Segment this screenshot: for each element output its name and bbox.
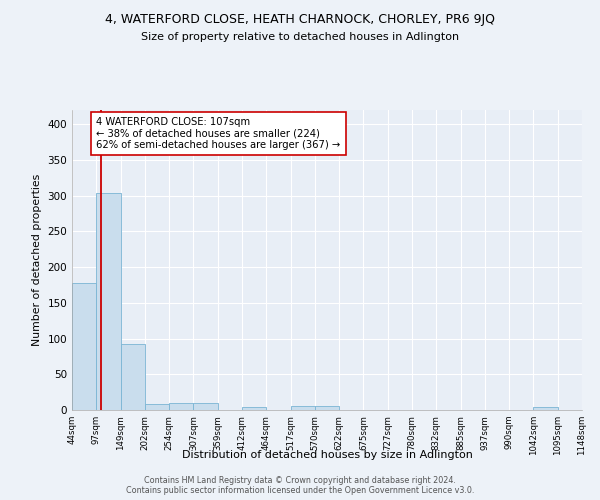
Bar bbox=[121, 344, 145, 410]
Bar bbox=[290, 406, 315, 410]
Bar bbox=[242, 407, 266, 410]
Bar bbox=[145, 404, 169, 410]
Bar bbox=[315, 406, 339, 410]
Text: Distribution of detached houses by size in Adlington: Distribution of detached houses by size … bbox=[182, 450, 472, 460]
Y-axis label: Number of detached properties: Number of detached properties bbox=[32, 174, 42, 346]
Bar bbox=[193, 403, 218, 410]
Bar bbox=[169, 403, 193, 410]
Bar bbox=[533, 407, 557, 410]
Bar bbox=[97, 193, 121, 410]
Bar bbox=[72, 283, 97, 410]
Text: 4, WATERFORD CLOSE, HEATH CHARNOCK, CHORLEY, PR6 9JQ: 4, WATERFORD CLOSE, HEATH CHARNOCK, CHOR… bbox=[105, 12, 495, 26]
Text: 4 WATERFORD CLOSE: 107sqm
← 38% of detached houses are smaller (224)
62% of semi: 4 WATERFORD CLOSE: 107sqm ← 38% of detac… bbox=[97, 117, 341, 150]
Text: Size of property relative to detached houses in Adlington: Size of property relative to detached ho… bbox=[141, 32, 459, 42]
Text: Contains HM Land Registry data © Crown copyright and database right 2024.
Contai: Contains HM Land Registry data © Crown c… bbox=[126, 476, 474, 495]
